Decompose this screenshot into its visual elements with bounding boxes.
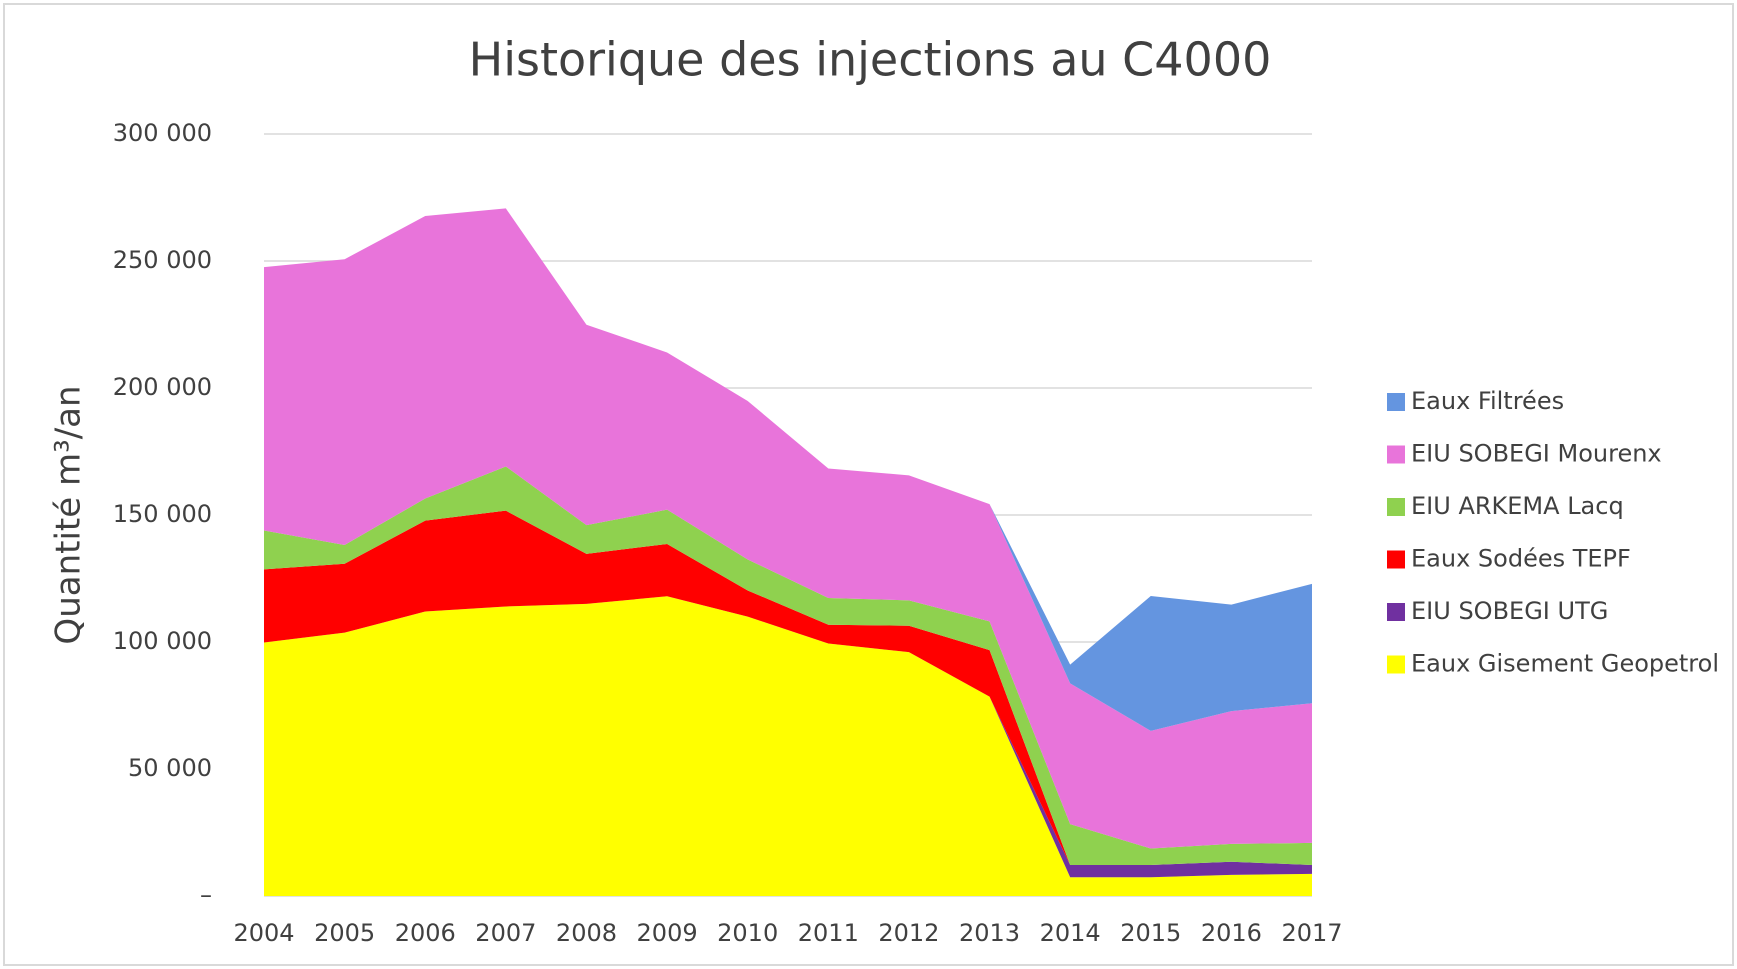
y-tick-label: 50 000 <box>128 754 212 782</box>
x-tick-label: 2017 <box>1281 919 1342 947</box>
x-tick-label: 2007 <box>475 919 536 947</box>
x-tick-label: 2015 <box>1120 919 1181 947</box>
y-tick-label: 200 000 <box>113 373 212 401</box>
legend-label: Eaux Sodées TEPF <box>1411 545 1631 573</box>
legend-swatch <box>1387 498 1405 516</box>
x-tick-label: 2005 <box>314 919 375 947</box>
legend-swatch <box>1387 550 1405 569</box>
x-tick-label: 2016 <box>1201 919 1262 947</box>
legend-label: EIU SOBEGI UTG <box>1411 597 1608 625</box>
y-tick-label: 300 000 <box>113 119 212 147</box>
legend-swatch <box>1387 655 1405 674</box>
y-tick-label: 100 000 <box>113 627 212 655</box>
legend-label: Eaux Filtrées <box>1411 387 1564 415</box>
y-axis-label: Quantité m³/an <box>49 385 89 644</box>
area <box>264 596 1312 896</box>
area <box>264 208 1312 731</box>
legend-swatch <box>1387 393 1405 411</box>
chart-title: Historique des injections au C4000 <box>469 33 1272 87</box>
x-tick-label: 2006 <box>395 919 456 947</box>
legend-swatch <box>1387 603 1405 621</box>
area <box>264 208 1312 849</box>
legend-label: Eaux Gisement Geopetrol <box>1411 650 1719 678</box>
x-tick-label: 2004 <box>233 919 294 947</box>
legend-label: EIU ARKEMA Lacq <box>1411 492 1624 520</box>
y-tick-label: 150 000 <box>113 500 212 528</box>
area <box>264 510 1312 866</box>
x-tick-label: 2012 <box>878 919 939 947</box>
y-tick-label: 250 000 <box>113 246 212 274</box>
x-tick-label: 2010 <box>717 919 778 947</box>
x-tick-label: 2011 <box>798 919 859 947</box>
x-tick-label: 2008 <box>556 919 617 947</box>
x-tick-label: 2013 <box>959 919 1020 947</box>
y-tick-label: – <box>200 881 212 909</box>
x-tick-label: 2009 <box>637 919 698 947</box>
legend-swatch <box>1387 445 1405 464</box>
legend-label: EIU SOBEGI Mourenx <box>1411 440 1662 468</box>
x-tick-label: 2014 <box>1040 919 1101 947</box>
